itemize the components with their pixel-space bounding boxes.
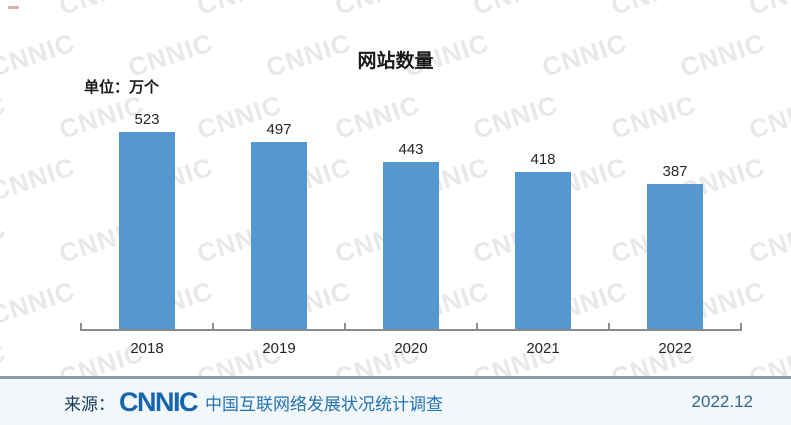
bar-group-2022: 387 (609, 101, 741, 331)
x-axis-label: 2021 (526, 340, 560, 357)
plot-area: 523 497 443 418 387 (80, 101, 742, 331)
x-axis-label: 2022 (658, 340, 692, 357)
x-axis-label: 2020 (394, 340, 428, 357)
footer-date: 2022.12 (691, 392, 753, 411)
bar-group-2021: 418 (477, 101, 609, 331)
bar-value-label: 387 (662, 163, 688, 180)
source-prefix-label: 来源： (64, 394, 115, 414)
bar-group-2019: 497 (213, 101, 345, 331)
bar (383, 162, 439, 331)
source-text: 中国互联网络发展状况统计调查 (205, 394, 443, 414)
bar-group-2018: 523 (81, 101, 213, 331)
chart-title: 网站数量 (357, 51, 434, 72)
x-axis-line (81, 329, 741, 331)
x-axis-tick (212, 323, 214, 331)
watermark-text: CNNIC (0, 213, 10, 269)
bar-value-label: 418 (530, 151, 556, 168)
watermark-text: CNNIC (745, 213, 791, 269)
watermark-text: CNNIC (0, 89, 10, 145)
bar (515, 172, 571, 331)
bar-value-label: 497 (266, 121, 292, 138)
bar (251, 142, 307, 331)
x-axis-tick (80, 323, 82, 331)
watermark-text: CNNIC (0, 0, 10, 22)
x-axis-label: 2019 (262, 340, 296, 357)
cnnic-logo: CNNIC (119, 386, 199, 417)
scan-artifact (8, 6, 19, 9)
bar-value-label: 443 (398, 141, 424, 158)
x-axis-tick (476, 323, 478, 331)
x-axis-labels: 2018 2019 2020 2021 2022 (81, 340, 741, 357)
watermark-text: CNNIC (0, 275, 79, 331)
watermark-text: CNNIC (469, 0, 562, 22)
bar-group-2020: 443 (345, 101, 477, 331)
x-axis-tick (608, 323, 610, 331)
x-axis-tick (740, 323, 742, 331)
footer-bar: 来源： CNNIC 中国互联网络发展状况统计调查 2022.12 (0, 376, 791, 425)
unit-label: 单位：万个 (84, 79, 160, 96)
watermark-text: CNNIC (745, 89, 791, 145)
watermark-text: CNNIC (745, 0, 791, 22)
x-axis-tick (344, 323, 346, 331)
bar (119, 132, 175, 331)
footer-source: 来源： CNNIC 中国互联网络发展状况统计调查 (64, 386, 443, 417)
watermark-text: CNNIC (55, 0, 148, 22)
bar (647, 184, 703, 331)
bar-value-label: 523 (134, 111, 160, 128)
watermark-text: CNNIC (331, 0, 424, 22)
watermark-text: CNNIC (0, 151, 79, 207)
watermark-text: CNNIC (607, 0, 700, 22)
watermark-text: CNNIC (193, 0, 286, 22)
x-axis-label: 2018 (130, 340, 164, 357)
